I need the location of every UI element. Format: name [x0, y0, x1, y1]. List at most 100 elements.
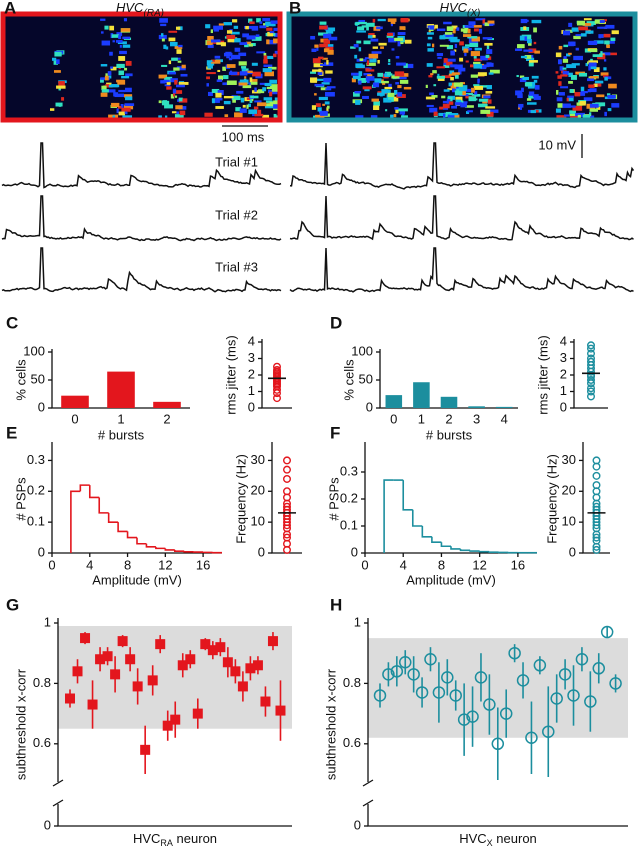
data-point [592, 662, 606, 675]
spectrogram-cell [532, 94, 539, 98]
data-point [177, 660, 188, 671]
spectrogram-cell [559, 66, 564, 71]
spectrogram-cell [458, 85, 468, 90]
spectrogram-cell [534, 85, 540, 90]
spectrogram-cell [464, 26, 469, 31]
spectrogram-cell [215, 90, 220, 94]
spectrogram-cell [118, 56, 126, 61]
spectrogram-cell [594, 19, 605, 24]
spectrogram-cell [557, 75, 562, 79]
spectrogram-cell [387, 92, 395, 98]
spectrogram-cell [223, 96, 234, 99]
spectrogram-cell [248, 82, 252, 88]
spectrogram-cell [355, 115, 364, 119]
data-point [575, 652, 589, 666]
spectrogram-cell [378, 42, 387, 46]
data-point [283, 465, 292, 474]
spectrogram-cell [399, 26, 406, 30]
data-point [587, 357, 596, 366]
spectrogram-a [0, 11, 283, 123]
y-tick-label: 3 [560, 350, 567, 365]
spectrogram-cell [394, 37, 404, 42]
spectrogram-cell [555, 108, 561, 113]
spectrogram-cell [241, 68, 246, 71]
spectrogram-cell [608, 83, 617, 89]
histogram-step [411, 509, 423, 527]
spectrogram-cell [456, 27, 460, 31]
spectrogram-cell [266, 39, 270, 45]
spectrogram-cell [328, 36, 338, 41]
spectrogram-cell [395, 109, 399, 114]
spectrogram-cell [531, 19, 542, 24]
spectrogram-cell [607, 52, 617, 56]
data-point [140, 744, 151, 755]
spectrogram-cell [527, 109, 531, 113]
bar [468, 406, 485, 408]
x-label-rest: neuron [173, 831, 217, 846]
histogram-step [79, 484, 90, 492]
spectrogram-cell [178, 44, 183, 48]
spectrogram-cell [558, 81, 562, 86]
spectrogram-cell [428, 30, 431, 34]
bar [61, 395, 89, 408]
spectrogram-cell [263, 59, 268, 64]
spectrogram-cell [246, 104, 249, 109]
bar [440, 396, 458, 408]
spectrogram-cell [325, 88, 332, 91]
spectrogram-cell [241, 66, 247, 69]
y-tick-label: 20 [251, 483, 265, 498]
spectrogram-cell [589, 103, 599, 108]
spectrogram-cell [112, 115, 116, 119]
y-tick-label: 0 [560, 399, 567, 414]
spectrogram-cell [533, 95, 541, 100]
spectrogram-cell [519, 75, 525, 78]
title-sub: (X) [467, 8, 480, 19]
spectrogram-cell [246, 35, 256, 40]
spectrogram-cell [393, 114, 397, 118]
spectrogram-cell [163, 79, 170, 84]
spectrogram-cell [569, 89, 574, 93]
spectrogram-cell [480, 55, 488, 61]
spectrogram-cell [394, 107, 399, 110]
histogram-step [440, 542, 451, 548]
axes [51, 442, 222, 554]
histogram-step [402, 480, 413, 511]
spectrogram-cell [589, 108, 599, 112]
y-tick-label: 0.2 [27, 483, 45, 498]
spectrogram-cell [116, 79, 125, 83]
title-a: HVC(RA) [116, 0, 164, 18]
data-point [110, 669, 121, 680]
spectrogram-cell [206, 60, 214, 63]
spectrogram-cell [252, 71, 261, 77]
spectrogram-cell [160, 23, 167, 27]
spectrogram-cell [273, 38, 282, 44]
spectrogram-cell [316, 46, 319, 51]
spectrogram-cell [263, 55, 268, 60]
spectrogram-cell [390, 114, 394, 119]
spectrogram-cell [206, 76, 210, 80]
spectrogram-cell [582, 23, 592, 26]
trial-label: Trial #2 [215, 207, 258, 222]
spectrogram-cell [206, 72, 216, 75]
spectrogram-cell [562, 67, 567, 70]
spectrogram-cell [565, 53, 571, 57]
spectrogram-cell [589, 48, 598, 53]
spectrogram-cell [166, 82, 171, 85]
spectrogram-cell [485, 91, 493, 94]
spectrogram-cell [517, 93, 523, 99]
spectrogram-cell [178, 98, 188, 103]
spectrogram-cell [159, 18, 168, 23]
spectrogram-cell [125, 87, 132, 93]
spectrogram-cell [555, 52, 562, 58]
spectrogram-cell [560, 74, 567, 77]
spectrogram-cell [268, 39, 277, 45]
spectrogram-cell [460, 102, 467, 108]
data-point [592, 545, 601, 554]
spectrogram-cell [446, 58, 456, 62]
spectrogram-cell [247, 103, 251, 108]
y-tick-label: 100 [351, 343, 373, 358]
spectrogram-cell [434, 24, 438, 29]
spectrogram-cell [206, 83, 210, 87]
spectrogram-cell [450, 50, 455, 56]
data-point [260, 696, 271, 707]
